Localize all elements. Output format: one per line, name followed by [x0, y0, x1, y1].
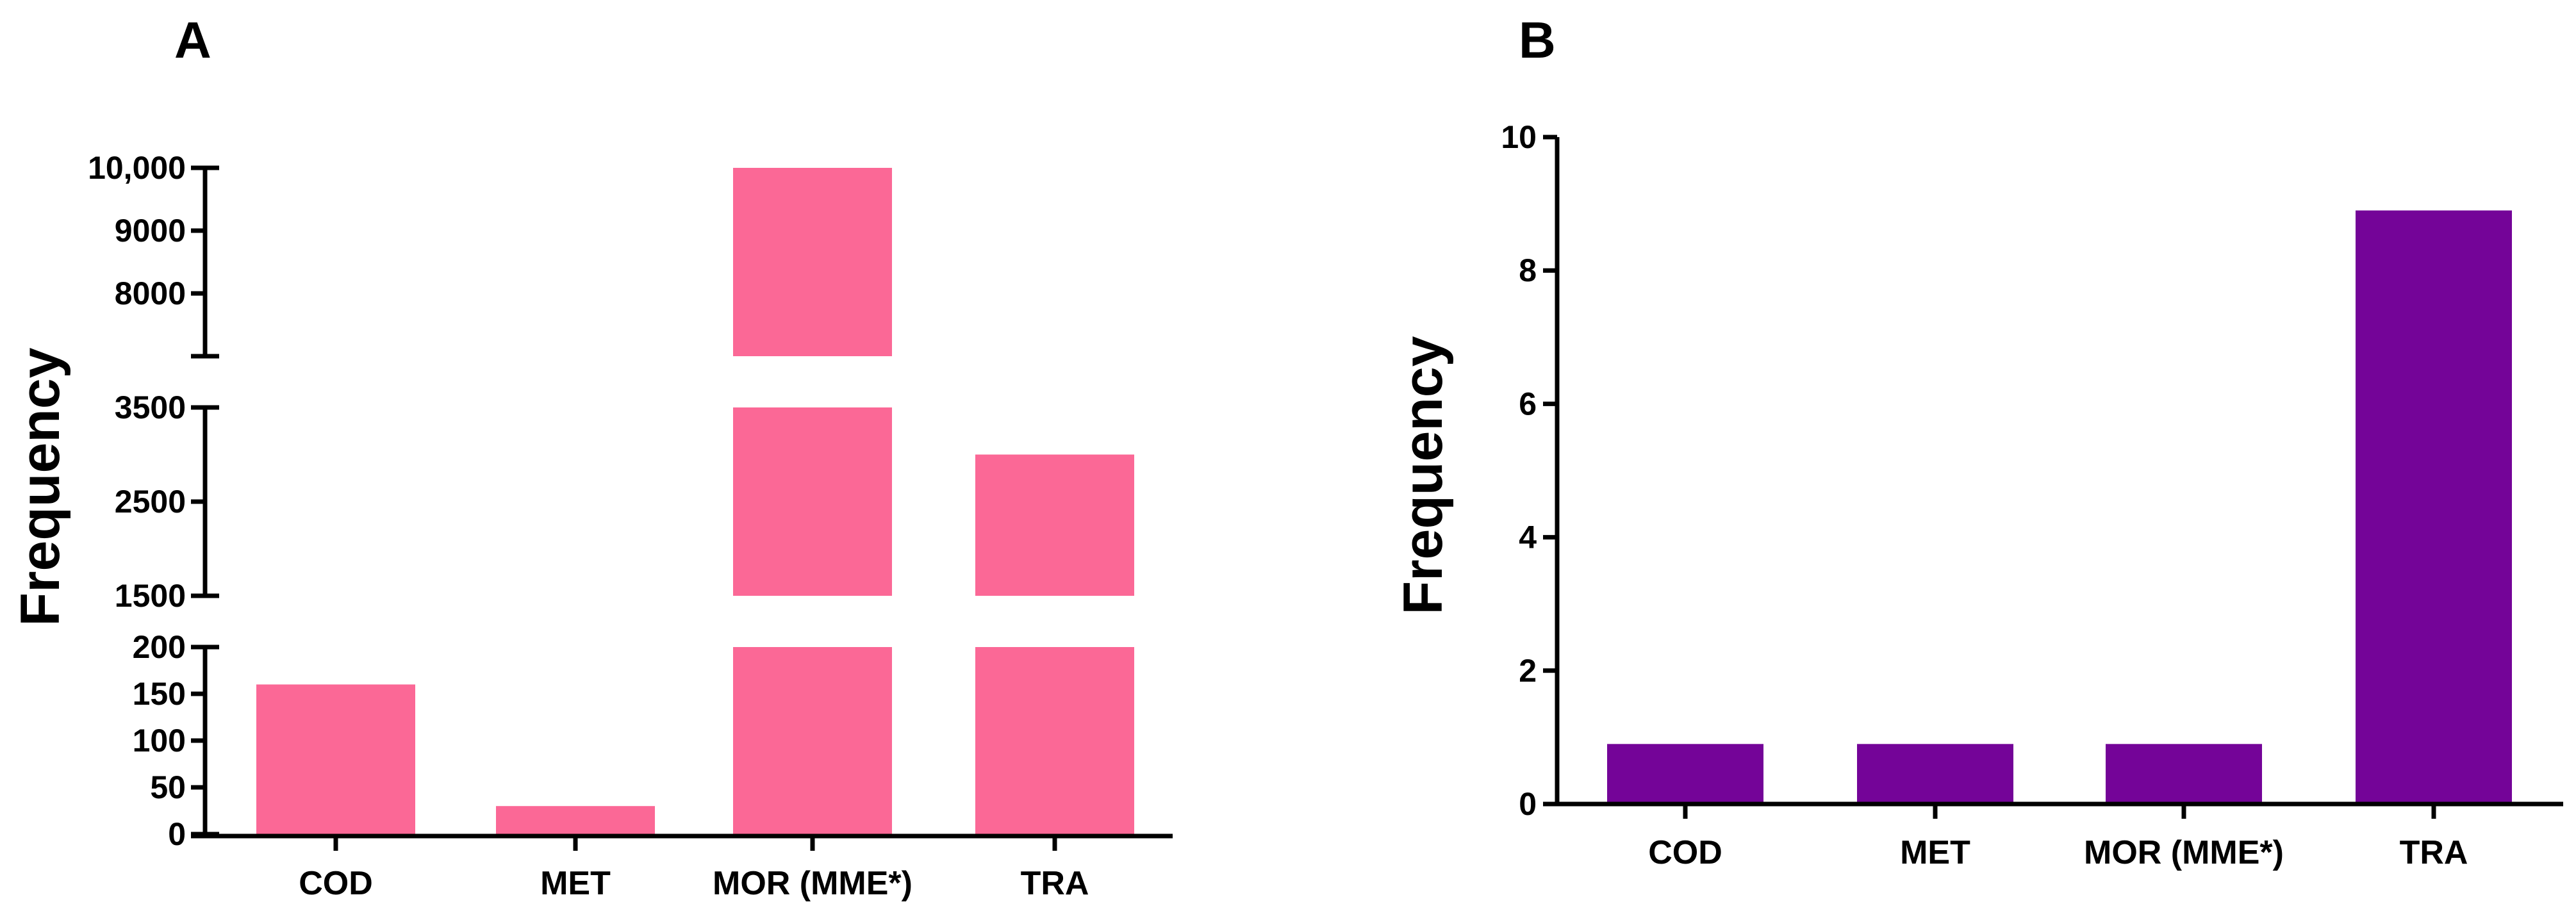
panel-b-category-label-cod: COD [1648, 834, 1722, 871]
panel-a: A Frequency 0 50 100 150 200 1500 2500 3500 8000… [10, 12, 1173, 902]
panel-a-bar-mor-mme-segment-1 [733, 647, 892, 834]
panel-b-category-label-mor-mme: MOR (MME*) [2084, 834, 2284, 871]
panel-a-y-tick-label: 8000 [115, 275, 186, 311]
panel-b: B Frequency 0 2 4 6 8 10 COD MET MOR (MME*) TRA [1392, 12, 2563, 871]
panel-b-y-axis-title: Frequency [1392, 336, 1454, 614]
panel-a-bar-met-segment-1 [496, 806, 655, 834]
panel-a-category-label-cod: COD [299, 865, 373, 902]
panel-a-y-tick-label: 100 [133, 723, 186, 759]
panel-b-bar-met [1857, 744, 2013, 804]
panel-a-y-tick-label: 150 [133, 676, 186, 712]
panel-b-category-label-met: MET [1900, 834, 1970, 871]
panel-a-y-tick-label: 2500 [115, 484, 186, 520]
panel-b-y-tick-label: 4 [1519, 520, 1537, 555]
panel-b-bar-cod [1607, 744, 1763, 804]
panel-a-category-label-tra: TRA [1021, 865, 1089, 902]
panel-a-bar-tra-segment-1 [975, 647, 1134, 834]
panel-a-y-axis-title: Frequency [10, 347, 71, 626]
panel-a-letter: A [174, 12, 211, 69]
panel-b-x-labels: COD MET MOR (MME*) TRA [1648, 834, 2468, 871]
panel-a-y-ticks: 0 50 100 150 200 1500 2500 3500 8000 9000 10,000 [88, 150, 205, 852]
panel-a-bar-mor-mme-segment-2 [733, 407, 892, 596]
panel-b-y-ticks: 0 2 4 6 8 10 [1501, 119, 1557, 822]
panel-a-y-tick-label: 9000 [115, 213, 186, 249]
panel-a-y-tick-label: 10,000 [88, 150, 186, 186]
panel-b-bar-mor-mme [2106, 744, 2262, 804]
panel-b-y-tick-label: 2 [1519, 653, 1537, 689]
panel-b-letter: B [1519, 12, 1556, 69]
panel-a-y-tick-label: 200 [133, 629, 186, 665]
panel-a-x-labels: COD MET MOR (MME*) TRA [299, 865, 1089, 902]
panel-a-bar-tra-segment-2 [975, 454, 1134, 596]
panel-b-y-tick-label: 10 [1501, 119, 1537, 155]
panel-a-y-tick-label: 0 [168, 816, 186, 852]
panel-b-y-tick-label: 0 [1519, 786, 1537, 822]
panel-a-bar-cod-segment-1 [256, 684, 415, 834]
panel-a-bars [256, 168, 1134, 834]
panel-b-bars [1607, 210, 2512, 804]
panel-a-category-label-met: MET [540, 865, 611, 902]
panel-b-bar-tra [2356, 210, 2512, 804]
panel-a-category-label-mor-mme: MOR (MME*) [713, 865, 912, 902]
panel-b-axes [1543, 137, 2563, 819]
panel-a-y-tick-label: 50 [150, 769, 186, 805]
panel-b-category-label-tra: TRA [2400, 834, 2468, 871]
panel-b-y-tick-label: 6 [1519, 386, 1537, 422]
panel-a-y-tick-label: 1500 [115, 578, 186, 614]
panel-a-bar-mor-mme-segment-3 [733, 168, 892, 356]
panel-a-y-tick-label: 3500 [115, 390, 186, 425]
panel-b-y-tick-label: 8 [1519, 252, 1537, 288]
